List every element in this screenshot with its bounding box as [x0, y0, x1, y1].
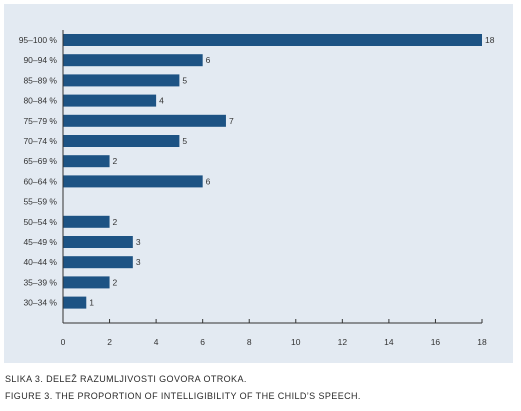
data-label: 3 [136, 237, 141, 247]
category-label: 35–39 % [23, 277, 57, 287]
category-label: 90–94 % [23, 55, 57, 65]
data-label: 5 [182, 75, 187, 85]
data-label: 1 [89, 298, 94, 308]
chart-panel: 95–100 % 18 90–94 % 6 85–89 % 5 80–84 % 4 75–79 … [4, 4, 513, 363]
bar [63, 34, 482, 46]
data-label: 2 [113, 156, 118, 166]
data-label: 18 [485, 35, 495, 45]
data-label: 6 [206, 55, 211, 65]
bar [63, 155, 110, 168]
x-tick-label: 4 [154, 337, 159, 347]
x-tick-label: 12 [338, 337, 348, 347]
bar [63, 256, 133, 269]
bar [63, 296, 87, 309]
category-label: 40–44 % [23, 257, 57, 267]
data-label: 3 [136, 257, 141, 267]
x-tick-label: 2 [107, 337, 112, 347]
x-tick-label: 18 [477, 337, 487, 347]
x-tick-label: 0 [61, 337, 66, 347]
data-label: 5 [182, 136, 187, 146]
category-label: 70–74 % [23, 136, 57, 146]
category-label: 95–100 % [19, 35, 58, 45]
x-tick-label: 8 [247, 337, 252, 347]
category-label: 45–49 % [23, 237, 57, 247]
category-label: 30–34 % [23, 298, 57, 308]
bar [63, 114, 226, 127]
x-tick-label: 10 [291, 337, 301, 347]
data-label: 2 [113, 217, 118, 227]
data-label: 7 [229, 116, 234, 126]
bar [63, 54, 203, 67]
bar [63, 135, 180, 147]
bar [63, 175, 203, 188]
category-label: 85–89 % [23, 75, 57, 85]
caption-english: FIGURE 3. THE PROPORTION OF INTELLIGIBIL… [5, 391, 361, 401]
x-tick-label: 14 [384, 337, 394, 347]
category-label: 55–59 % [23, 197, 57, 207]
bar [63, 236, 133, 248]
category-label: 80–84 % [23, 96, 57, 106]
category-label: 65–69 % [23, 156, 57, 166]
category-label: 60–64 % [23, 176, 57, 186]
data-label: 2 [113, 277, 118, 287]
bar [63, 74, 180, 87]
category-label: 75–79 % [23, 116, 57, 126]
data-label: 4 [159, 96, 164, 106]
data-label: 6 [206, 176, 211, 186]
caption-slovene: SLIKA 3. DELEŽ RAZUMLJIVOSTI GOVORA OTRO… [5, 374, 247, 384]
x-tick-label: 6 [200, 337, 205, 347]
category-label: 50–54 % [23, 217, 57, 227]
bar [63, 215, 110, 228]
bar [63, 94, 157, 107]
bar [63, 276, 110, 289]
x-tick-label: 16 [431, 337, 441, 347]
